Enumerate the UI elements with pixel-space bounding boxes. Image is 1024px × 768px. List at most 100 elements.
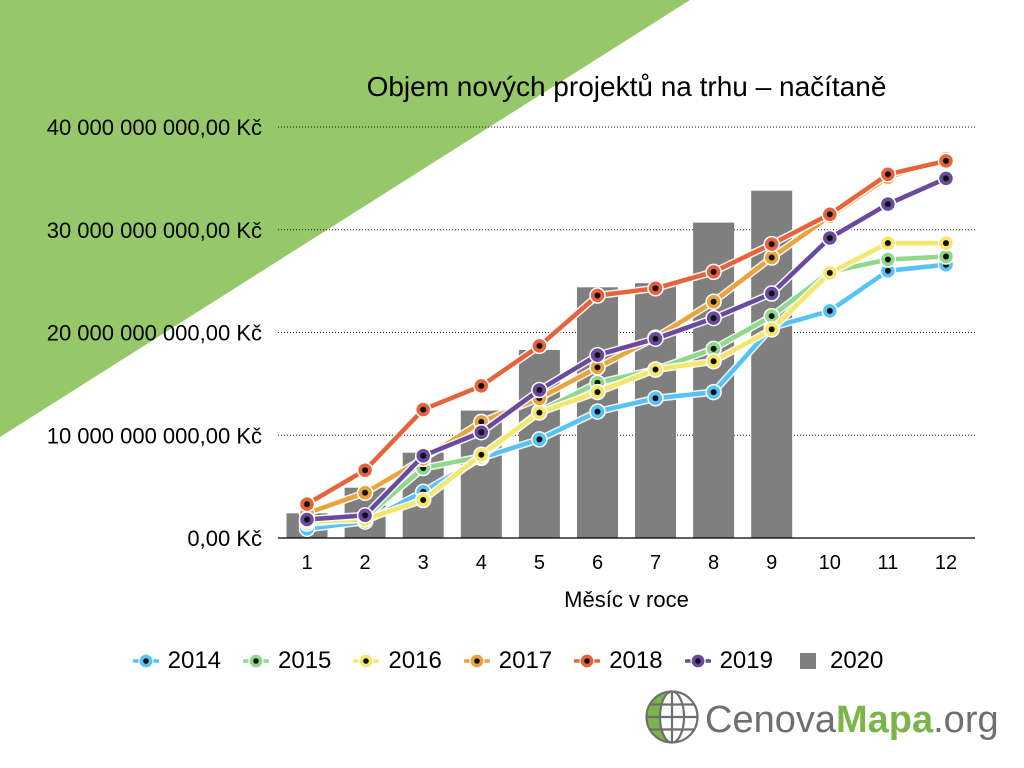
point-2019-month-9 [763,285,780,302]
point-center-dot [362,512,369,519]
point-2019-month-3 [414,447,432,465]
series-line [304,176,949,522]
point-2019-month-11 [879,195,897,213]
legend-line-marker-icon [463,653,490,669]
y-tick-label: 10 000 000 000,00 Kč [47,423,262,448]
series-line [304,262,949,532]
point-center-dot [536,436,543,443]
x-tick-label: 10 [819,552,841,574]
point-2016-month-3 [414,491,432,509]
point-center-dot [768,254,775,261]
point-center-dot [884,267,891,274]
point-2016-month-12 [937,234,955,252]
x-tick-label: 7 [650,552,661,574]
y-tick-label: 30 000 000 000,00 Kč [47,218,262,243]
point-center-dot [420,497,427,503]
point-2018-month-11 [879,166,897,183]
point-2018-month-2 [356,461,374,479]
point-center-dot [710,389,717,396]
point-2014-month-5 [531,431,548,448]
legend-label: 2017 [498,647,553,674]
point-center-dot [710,298,717,305]
point-center-dot [710,315,717,322]
point-2019-month-2 [356,507,374,524]
y-tick-label: 40 000 000 000,00 Kč [47,115,262,140]
point-2014-month-10 [821,302,839,320]
point-2015-month-8 [705,340,722,358]
point-center-dot [943,157,949,164]
x-tick-label: 5 [534,552,545,574]
point-2015-month-11 [879,251,897,268]
point-2019-month-10 [821,229,839,247]
point-2014-month-6 [589,403,606,420]
point-center-dot [710,358,717,365]
line-series-2016 [298,234,955,530]
point-center-dot [362,467,369,474]
point-center-dot [420,406,427,413]
point-2019-month-6 [589,346,606,364]
point-2016-month-9 [763,321,780,338]
point-center-dot [768,290,775,297]
cenovamapa-logo: CenovaMapa.org [644,688,1004,748]
x-tick-label: 9 [766,552,777,574]
point-2014-month-8 [705,383,722,401]
point-center-dot [478,451,485,458]
x-tick-label: 12 [935,552,957,574]
point-2016-month-8 [705,353,722,370]
point-center-dot [594,352,601,359]
legend: 2014 2015 2016 2017 2018 2019 2020 [0,647,1016,675]
legend-marker-dot [584,658,590,664]
point-center-dot [594,364,601,371]
legend-swatch [799,653,816,669]
point-2017-month-2 [356,484,374,502]
point-center-dot [362,489,369,496]
point-center-dot [536,342,543,349]
legend-label: 2020 [829,647,884,674]
x-tick-label: 1 [301,552,312,574]
point-2018-month-7 [647,280,664,297]
point-2018-month-5 [531,337,548,355]
legend-line-marker-icon [132,653,159,669]
series-line [304,240,949,524]
legend-item-2017: 2017 [463,647,553,675]
point-2018-month-3 [414,401,432,418]
legend-item-2019: 2019 [684,647,773,675]
point-2019-month-4 [473,423,490,441]
y-axis-tick-labels: 0,00 Kč 10 000 000 000,00 Kč 20 000 000 00… [47,115,262,551]
point-2018-month-1 [298,495,316,513]
legend-label: 2018 [609,647,663,674]
point-center-dot [594,408,601,415]
point-center-dot [594,389,601,396]
point-center-dot [884,171,891,178]
logo-text-mapa: Mapa [835,699,934,741]
series-line [304,158,949,507]
point-2019-month-12 [937,170,955,187]
point-center-dot [768,326,775,333]
legend-marker-dot [473,658,480,664]
legend-label: 2014 [167,647,222,674]
point-2018-month-10 [821,206,839,223]
legend-label: 2015 [278,647,332,674]
point-center-dot [943,175,949,182]
point-2017-month-8 [705,293,722,310]
legend-line-marker-icon [574,653,601,669]
legend-marker-dot [253,658,259,664]
point-2018-month-9 [763,235,780,253]
legend-item-2015: 2015 [243,647,331,675]
point-center-dot [884,240,891,247]
point-2014-month-11 [879,262,897,280]
green-corner-triangle-shape [0,0,690,437]
chart-title: Objem nových projektů na trhu – načítaně [366,71,887,102]
point-center-dot [652,285,659,292]
point-center-dot [826,307,833,314]
point-center-dot [652,395,659,402]
legend-label: 2016 [388,647,442,674]
point-2016-month-5 [531,404,548,421]
point-2016-month-6 [589,383,606,401]
logo-text-org: .org [933,699,999,741]
x-tick-label: 4 [476,552,487,574]
legend-line-marker-icon [243,653,270,669]
